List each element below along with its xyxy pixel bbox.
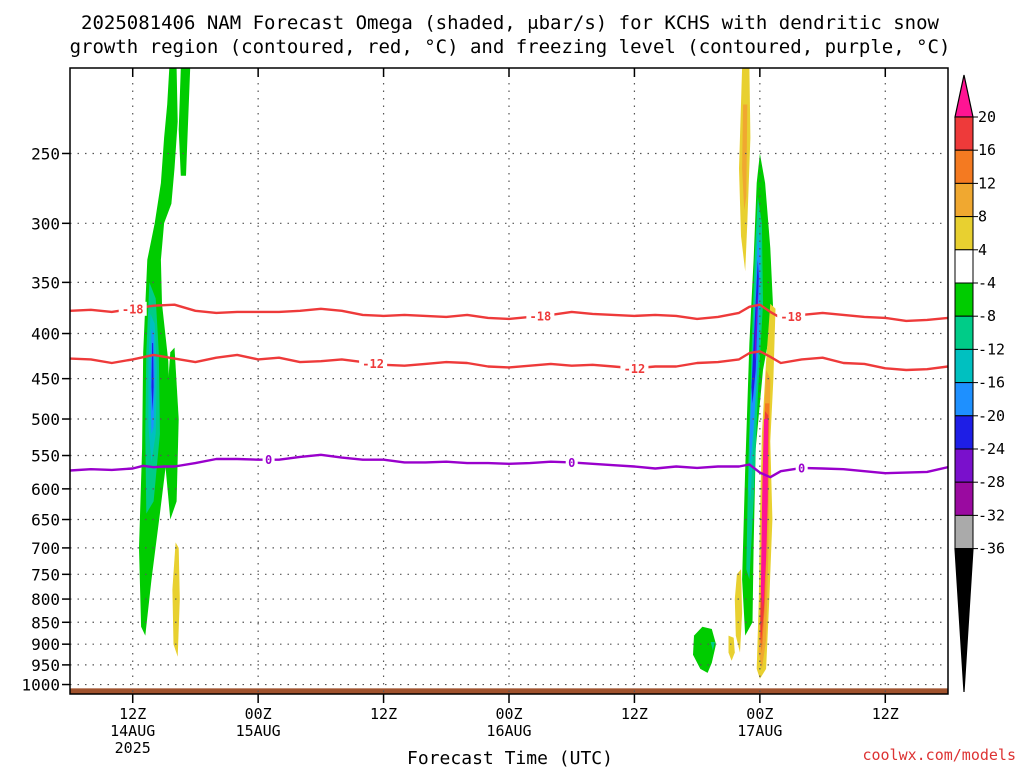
- colorbar-label: -32: [978, 506, 1005, 524]
- colorbar-label: -28: [978, 473, 1005, 491]
- colorbar-bottom-triangle: [954, 547, 974, 693]
- contour-label-bg: [262, 452, 275, 467]
- contour-label: -18: [122, 302, 144, 316]
- contour-label: -12: [362, 357, 384, 371]
- x-tick-label: 12Z: [370, 705, 397, 723]
- x-tick-label: 14AUG: [110, 722, 155, 740]
- omega-region: [728, 635, 735, 661]
- colorbar-segment: [954, 514, 974, 550]
- grid-lines: [70, 68, 948, 694]
- colorbar-segment: [954, 315, 974, 350]
- contour-label-bg: [359, 356, 388, 371]
- omega-region: [760, 419, 769, 609]
- contour-label: -18: [780, 310, 802, 324]
- omega-region: [742, 104, 748, 211]
- y-tick-label: 950: [31, 656, 60, 675]
- omega-region: [754, 293, 758, 362]
- colorbar-segment: [954, 249, 974, 284]
- colorbar-label: -8: [978, 307, 996, 325]
- y-tick-label: 700: [31, 539, 60, 558]
- chart-title-line1: 2025081406 NAM Forecast Omega (shaded, μ…: [81, 12, 939, 34]
- omega-region: [693, 626, 716, 673]
- x-tick-label: 12Z: [872, 705, 899, 723]
- colorbar: 20 16 12 8 4 -4 -8 -12 -16 -20 -24 -28 -32 -36: [954, 74, 1005, 693]
- y-tick-label: 800: [31, 590, 60, 609]
- colorbar-label: 8: [978, 208, 987, 226]
- contour-label-bg: [777, 309, 806, 324]
- contour-label: -12: [624, 362, 646, 376]
- contour-label-bg: [118, 301, 147, 316]
- x-tick-label: 2025: [115, 739, 151, 757]
- y-tick-label: 450: [31, 370, 60, 389]
- omega-region: [751, 259, 759, 404]
- colorbar-segment: [954, 415, 974, 450]
- omega-region: [151, 343, 154, 412]
- colorbar-segment: [954, 149, 974, 184]
- credit-text: coolwx.com/models: [862, 746, 1016, 764]
- colorbar-label: 12: [978, 174, 996, 192]
- omega-shading: [139, 68, 776, 679]
- colorbar-label: 20: [978, 108, 996, 126]
- colorbar-label: 16: [978, 141, 996, 159]
- omega-region: [710, 642, 715, 651]
- colorbar-segment: [954, 182, 974, 218]
- colorbar-segment: [954, 282, 974, 317]
- x-tick-label: 00Z: [495, 705, 522, 723]
- colorbar-label: -24: [978, 440, 1005, 458]
- x-tick-label: 00Z: [245, 705, 272, 723]
- colorbar-top-triangle: [954, 74, 974, 118]
- y-tick-label: 850: [31, 613, 60, 632]
- contour-label: 0: [568, 456, 575, 470]
- colorbar-label: -36: [978, 540, 1005, 558]
- contour-label: 0: [798, 461, 805, 475]
- colorbar-segment: [954, 481, 974, 516]
- plot-frame: [69, 67, 949, 695]
- x-axis-label: Forecast Time (UTC): [407, 748, 613, 768]
- colorbar-segment: [954, 116, 974, 151]
- contour-line: [70, 303, 948, 323]
- colorbar-label: -12: [978, 340, 1005, 358]
- contour-label-bg: [795, 460, 808, 475]
- y-tick-label: 600: [31, 480, 60, 499]
- contour-label-bg: [526, 308, 555, 323]
- colorbar-label: -16: [978, 374, 1005, 392]
- y-tick-label: 650: [31, 511, 60, 530]
- x-tick-label: 12Z: [621, 705, 648, 723]
- y-axis-ticks: 250 300 350 400 450 500 550 600 650 700 750 800 850 9…: [21, 144, 70, 695]
- y-tick-label: 1000: [21, 676, 60, 695]
- colorbar-segment: [954, 382, 974, 417]
- contour-label-bg: [565, 455, 578, 470]
- colorbar-segment: [954, 448, 974, 483]
- temperature-contours: -18 -18 -18 -12 -12 0 0 0: [70, 301, 948, 479]
- colorbar-segment: [954, 348, 974, 384]
- omega-region: [165, 347, 179, 520]
- contour-line: [70, 453, 948, 479]
- omega-region: [178, 68, 191, 176]
- contour-label: 0: [265, 453, 272, 467]
- y-tick-label: 550: [31, 447, 60, 466]
- colorbar-label: 4: [978, 241, 987, 259]
- chart-title-line2: growth region (contoured, red, °C) and f…: [70, 36, 951, 58]
- x-tick-label: 15AUG: [236, 722, 281, 740]
- colorbar-label: -4: [978, 274, 996, 292]
- colorbar-segment: [954, 216, 974, 251]
- y-tick-label: 500: [31, 410, 60, 429]
- omega-region: [734, 569, 743, 653]
- contour-label: -18: [530, 309, 552, 323]
- colorbar-label: -20: [978, 407, 1005, 425]
- y-tick-label: 350: [31, 273, 60, 292]
- x-tick-label: 00Z: [746, 705, 773, 723]
- contour-line: [70, 350, 948, 372]
- x-tick-label: 12Z: [119, 705, 146, 723]
- y-tick-label: 900: [31, 635, 60, 654]
- y-tick-label: 750: [31, 565, 60, 584]
- x-tick-label: 17AUG: [737, 722, 782, 740]
- y-tick-label: 250: [31, 144, 60, 163]
- x-tick-label: 16AUG: [486, 722, 531, 740]
- y-tick-label: 400: [31, 325, 60, 344]
- contour-label-bg: [620, 361, 649, 376]
- y-tick-label: 300: [31, 214, 60, 233]
